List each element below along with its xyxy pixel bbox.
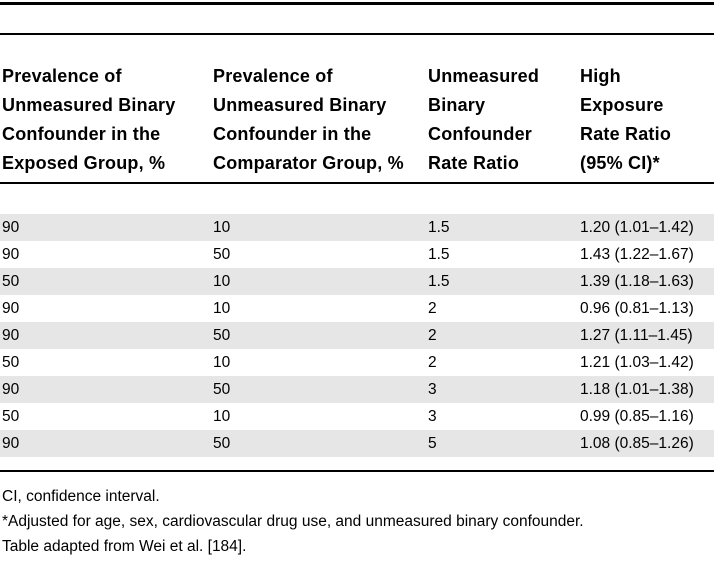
table-cell: 90 bbox=[2, 246, 20, 263]
table-cell: 1.39 (1.18–1.63) bbox=[580, 273, 694, 290]
table-cell: 50 bbox=[2, 354, 20, 371]
column-header-exposure-rate-ratio: High Exposure Rate Ratio (95% CI)* bbox=[580, 66, 672, 173]
table-cell: 90 bbox=[2, 219, 20, 236]
table-cell: 50 bbox=[213, 246, 231, 263]
table-row: 50 10 1.5 1.39 (1.18–1.63) bbox=[0, 268, 714, 295]
table-row: 90 10 1.5 1.20 (1.01–1.42) bbox=[0, 214, 714, 241]
table-header-row: Prevalence of Unmeasured Binary Confound… bbox=[0, 35, 714, 182]
table-cell: 0.99 (0.85–1.16) bbox=[580, 408, 694, 425]
table-cell: 50 bbox=[213, 327, 231, 344]
table-cell: 1.5 bbox=[428, 273, 450, 290]
table-cell: 90 bbox=[2, 435, 20, 452]
table-cell: 50 bbox=[2, 273, 20, 290]
column-header-comparator-prevalence: Prevalence of Unmeasured Binary Confound… bbox=[213, 66, 404, 173]
column-header-confounder-rate-ratio: Unmeasured Binary Confounder Rate Ratio bbox=[428, 66, 540, 173]
table-row: 50 10 3 0.99 (0.85–1.16) bbox=[0, 403, 714, 430]
table-cell: 90 bbox=[2, 381, 20, 398]
footnote-adjustment: *Adjusted for age, sex, cardiovascular d… bbox=[2, 513, 584, 530]
table-cell: 2 bbox=[428, 300, 437, 317]
table-row: 50 10 2 1.21 (1.03–1.42) bbox=[0, 349, 714, 376]
column-header-exposed-prevalence: Prevalence of Unmeasured Binary Confound… bbox=[2, 66, 176, 173]
table-cell: 3 bbox=[428, 381, 437, 398]
table-cell: 1.43 (1.22–1.67) bbox=[580, 246, 694, 263]
table-cell: 10 bbox=[213, 300, 231, 317]
table-cell: 1.5 bbox=[428, 219, 450, 236]
table-cell: 3 bbox=[428, 408, 437, 425]
table-cell: 10 bbox=[213, 408, 231, 425]
table-cell: 0.96 (0.81–1.13) bbox=[580, 300, 694, 317]
table-row: 90 10 2 0.96 (0.81–1.13) bbox=[0, 295, 714, 322]
table-cell: 10 bbox=[213, 273, 231, 290]
footnote-source: Table adapted from Wei et al. [184]. bbox=[2, 538, 247, 555]
table-row: 90 50 1.5 1.43 (1.22–1.67) bbox=[0, 241, 714, 268]
table-cell: 90 bbox=[2, 327, 20, 344]
table-bottom-rule bbox=[0, 470, 714, 472]
table-row: 90 50 3 1.18 (1.01–1.38) bbox=[0, 376, 714, 403]
table-cell: 2 bbox=[428, 354, 437, 371]
table-cell: 50 bbox=[2, 408, 20, 425]
table-cell: 50 bbox=[213, 381, 231, 398]
table-top-rule bbox=[0, 33, 714, 35]
table-cell: 1.20 (1.01–1.42) bbox=[580, 219, 694, 236]
table-cell: 1.08 (0.85–1.26) bbox=[580, 435, 694, 452]
table-row: 90 50 2 1.27 (1.11–1.45) bbox=[0, 322, 714, 349]
table-cell: 1.18 (1.01–1.38) bbox=[580, 381, 694, 398]
header-bottom-rule bbox=[0, 182, 714, 184]
table-cell: 50 bbox=[213, 435, 231, 452]
top-rule bbox=[0, 2, 714, 5]
table-cell: 10 bbox=[213, 219, 231, 236]
table-cell: 1.5 bbox=[428, 246, 450, 263]
table-cell: 5 bbox=[428, 435, 437, 452]
table-cell: 90 bbox=[2, 300, 20, 317]
table-cell: 2 bbox=[428, 327, 437, 344]
footnotes: CI, confidence interval. *Adjusted for a… bbox=[0, 484, 714, 559]
table-cell: 1.27 (1.11–1.45) bbox=[580, 327, 693, 344]
table-cell: 1.21 (1.03–1.42) bbox=[580, 354, 694, 371]
table-body: 90 10 1.5 1.20 (1.01–1.42) 90 50 1.5 1.43 (1.22… bbox=[0, 214, 714, 457]
table-row: 90 50 5 1.08 (0.85–1.26) bbox=[0, 430, 714, 457]
footnote-ci-definition: CI, confidence interval. bbox=[2, 488, 160, 505]
table-cell: 10 bbox=[213, 354, 231, 371]
